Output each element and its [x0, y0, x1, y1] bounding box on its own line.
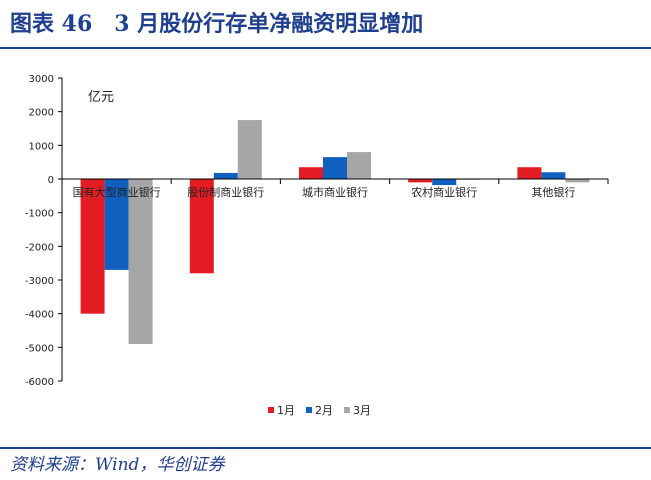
figure-title: 图表 46 3 月股份行存单净融资明显增加: [10, 11, 424, 37]
category-label: 城市商业银行: [302, 185, 368, 199]
x-axis: [61, 178, 609, 184]
category-label: 其他银行: [531, 185, 575, 199]
category-label: 股份制商业银行: [187, 185, 264, 199]
bar: [213, 172, 238, 179]
source-rule: [0, 447, 651, 449]
legend-swatch: [306, 407, 312, 413]
bar: [541, 172, 566, 179]
y-axis: 3000 2000 1000 0 -1000 -2000 -3000 -4000 -5000 -6…: [25, 74, 63, 388]
y-tick-label: -2000: [25, 242, 54, 253]
y-tick-label: 1000: [29, 141, 54, 152]
category-label: 国有大型商业银行: [73, 185, 161, 199]
y-tick-label: 0: [48, 175, 54, 186]
y-tick-label: -5000: [25, 343, 54, 354]
bar-chart: 3000 2000 1000 0 -1000 -2000 -3000 -4000 -5000 -6…: [25, 74, 609, 417]
bar: [104, 179, 129, 270]
y-tick-label: 3000: [29, 74, 54, 85]
y-tick-label: -3000: [25, 276, 54, 287]
category-label: 农村商业银行: [411, 185, 477, 199]
legend-swatch: [268, 407, 274, 413]
bar: [237, 120, 262, 179]
legend: 1月 2月 3月: [268, 404, 371, 417]
bar: [432, 179, 457, 186]
bar: [408, 179, 433, 183]
legend-label: 1月: [277, 404, 295, 417]
bar: [323, 157, 347, 179]
bar: [128, 179, 153, 344]
legend-swatch: [344, 407, 350, 413]
bar: [189, 179, 214, 274]
y-tick-label: -6000: [25, 377, 54, 388]
bar: [517, 167, 542, 179]
bar: [299, 167, 323, 179]
y-tick-label: -4000: [25, 310, 54, 321]
title-rule: [0, 47, 651, 49]
unit-label: 亿元: [88, 90, 114, 105]
y-tick-label: -1000: [25, 209, 54, 220]
bars: [80, 120, 590, 344]
source-note: 资料来源：Wind，华创证券: [10, 455, 225, 475]
y-tick-label: 2000: [29, 108, 54, 119]
bar: [565, 179, 590, 183]
category-labels: 国有大型商业银行 股份制商业银行 城市商业银行 农村商业银行 其他银行: [73, 185, 576, 199]
legend-label: 3月: [353, 404, 371, 417]
bar: [347, 152, 371, 179]
legend-label: 2月: [315, 404, 333, 417]
bar: [80, 179, 105, 314]
